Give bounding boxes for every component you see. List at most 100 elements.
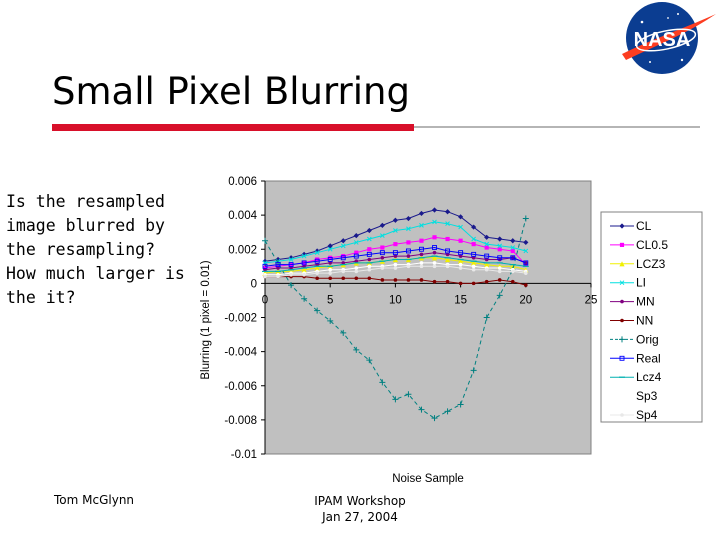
data-point (380, 255, 385, 260)
data-point (301, 253, 307, 259)
data-point (510, 255, 516, 261)
y-tick-label: 0.004 (228, 210, 257, 222)
data-point (510, 245, 516, 250)
data-point (445, 252, 450, 257)
data-point (497, 236, 503, 242)
data-point (471, 242, 476, 247)
data-point (458, 238, 463, 243)
data-point (431, 207, 438, 213)
data-point (392, 217, 398, 223)
nasa-logo: NASA (622, 2, 716, 74)
data-point (510, 279, 515, 284)
data-point (380, 266, 385, 270)
x-tick-label: 25 (585, 294, 598, 306)
data-point (379, 379, 386, 386)
series-orig (262, 215, 529, 422)
data-point (393, 242, 398, 247)
data-point (366, 251, 372, 257)
data-point (393, 266, 398, 270)
legend-label: Orig (636, 332, 659, 346)
legend: CL CL0.5 LCZ3 LI MN NN Orig Real Lcz4 Sp3 Sp4 (610, 219, 668, 422)
legend-item: Real (610, 351, 661, 365)
data-point (366, 357, 373, 364)
data-point (522, 215, 529, 222)
data-point (458, 250, 464, 256)
data-point (315, 262, 319, 267)
data-point (471, 281, 476, 286)
data-point (471, 255, 476, 260)
legend-marker (620, 318, 624, 323)
legend-label: LCZ3 (636, 257, 666, 271)
y-tick-label: -0.004 (224, 347, 257, 359)
data-point (523, 239, 529, 246)
footer-author: Tom McGlynn (54, 493, 135, 507)
data-point (262, 263, 268, 269)
y-tick-label: -0.002 (224, 313, 257, 325)
data-point (301, 267, 307, 273)
legend-box (600, 211, 703, 423)
data-point (484, 279, 489, 284)
data-point (380, 233, 385, 238)
data-point (392, 250, 398, 256)
data-point (367, 267, 372, 272)
data-point (379, 250, 385, 256)
data-point (484, 267, 489, 272)
data-point (353, 346, 360, 353)
legend-item: Orig (610, 332, 659, 346)
data-point (445, 279, 450, 284)
data-point (458, 254, 463, 258)
legend-marker (619, 280, 625, 286)
data-point (276, 274, 280, 279)
data-point (445, 221, 450, 227)
data-point (524, 271, 528, 275)
data-point (328, 276, 333, 281)
title-rule-red (52, 124, 414, 131)
data-point (406, 264, 411, 269)
legend-item: CL (610, 219, 652, 233)
data-point (432, 264, 437, 269)
series-real (262, 245, 529, 269)
data-point (419, 238, 424, 243)
data-point (497, 247, 502, 252)
data-point (444, 209, 451, 215)
data-point (314, 265, 320, 271)
data-point (484, 262, 490, 268)
data-point (419, 261, 424, 265)
data-point (353, 233, 359, 239)
data-point (510, 263, 516, 269)
data-point (471, 267, 476, 272)
data-point (523, 260, 529, 266)
x-axis-label: Noise Sample (392, 473, 464, 485)
data-point (366, 236, 372, 242)
data-point (354, 259, 359, 263)
data-point (405, 248, 411, 254)
x-tick-label: 15 (454, 294, 467, 306)
data-point (301, 260, 307, 266)
y-tick-label: -0.008 (224, 415, 257, 427)
footer-event-name: IPAM Workshop (314, 494, 406, 508)
legend-item: NN (610, 314, 653, 328)
legend-item: Sp3 (610, 389, 658, 403)
data-point (419, 278, 424, 282)
data-point (419, 252, 424, 257)
data-point (431, 255, 438, 261)
data-point (366, 227, 372, 234)
data-point (340, 238, 346, 244)
data-point (405, 391, 412, 398)
data-point (510, 269, 515, 274)
data-point (471, 224, 477, 230)
data-point (496, 292, 503, 299)
title-rule-gray (414, 126, 700, 128)
data-point (340, 329, 347, 336)
legend-marker (619, 261, 625, 267)
data-point (393, 254, 398, 258)
data-point (406, 278, 411, 282)
data-point (367, 257, 372, 262)
data-point (341, 269, 346, 274)
data-point (470, 367, 477, 374)
data-point (289, 266, 293, 270)
logo-wordmark: NASA (634, 29, 691, 51)
data-point (406, 226, 411, 232)
data-point (353, 240, 359, 245)
series-lcz4 (262, 255, 529, 273)
